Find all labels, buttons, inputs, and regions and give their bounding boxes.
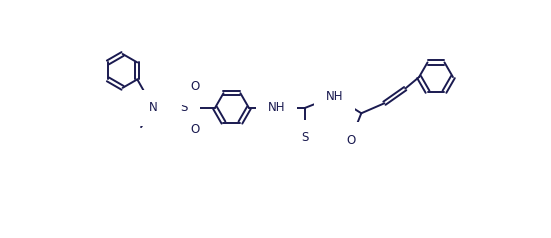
Text: O: O (346, 134, 355, 147)
Text: S: S (301, 131, 309, 144)
Text: S: S (181, 101, 188, 114)
Text: NH: NH (326, 90, 343, 103)
Text: N: N (149, 101, 158, 114)
Text: O: O (190, 123, 199, 136)
Text: NH: NH (268, 101, 285, 114)
Text: O: O (190, 80, 199, 93)
